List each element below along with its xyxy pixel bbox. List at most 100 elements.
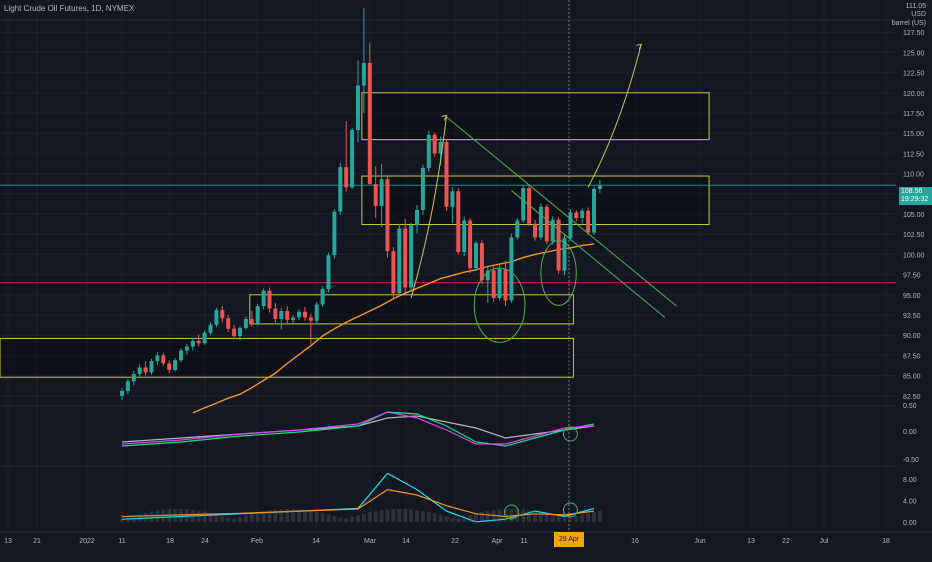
histogram-bar — [361, 513, 366, 522]
histogram-bar — [173, 508, 178, 522]
histogram-bar — [373, 511, 378, 522]
currency-label: USD — [911, 11, 926, 18]
histogram-bar — [326, 514, 331, 522]
histogram-bar — [420, 510, 425, 522]
time-tick-label: 14 — [402, 538, 410, 545]
candle-body — [332, 211, 337, 256]
candle-body — [190, 340, 195, 347]
histogram-bar — [308, 510, 313, 522]
histogram-bar — [161, 509, 166, 522]
oscillator-line — [121, 411, 595, 445]
price-chart[interactable]: 127.50 125.00 122.50 120.00 117.50 115.00 112.… — [0, 0, 932, 550]
price-tick-label: 125.00 — [903, 50, 925, 57]
price-axis[interactable]: 127.50 125.00 122.50 120.00 117.50 115.00 112.… — [896, 0, 932, 532]
histogram-bar — [232, 518, 237, 522]
candle-body — [438, 142, 443, 154]
price-tick-label: 102.50 — [903, 232, 925, 239]
histogram-bar — [521, 509, 526, 522]
candle-body — [456, 191, 461, 252]
histogram-bar — [338, 517, 343, 522]
candle-body — [161, 355, 166, 364]
candle-body — [568, 212, 573, 239]
price-tick-label: 90.00 — [903, 333, 921, 340]
candle-body — [450, 191, 455, 207]
time-tick-label: 22 — [782, 538, 790, 545]
candle-body — [474, 243, 478, 269]
candle-body — [509, 237, 514, 301]
candle-body — [527, 188, 532, 224]
histogram-bar — [415, 510, 419, 522]
candle-body — [279, 310, 284, 320]
candle-body — [249, 319, 254, 324]
candle-body — [444, 142, 449, 207]
candle-body — [261, 290, 266, 307]
candle-body — [391, 251, 396, 294]
top-clip-value: 111.05 — [905, 3, 926, 10]
candle-body — [538, 206, 543, 238]
histogram-bar — [597, 510, 602, 522]
crosshair-date: 29 Apr '22 — [554, 532, 584, 558]
histogram-bar — [279, 509, 284, 522]
candle-body — [155, 355, 160, 362]
candle-body — [574, 212, 579, 219]
osc2-tick-label: 0.00 — [903, 520, 917, 527]
candle-body — [326, 255, 331, 290]
histogram-bar — [344, 518, 349, 522]
price-tick-label: 82.50 — [903, 394, 921, 401]
time-axis[interactable]: 13212022111824Feb14Mar1422Apr112016Jun13… — [0, 531, 932, 550]
histogram-bar — [580, 514, 585, 522]
candle-body — [208, 324, 213, 333]
histogram-bar — [167, 509, 172, 522]
price-tick-label: 120.00 — [903, 91, 925, 98]
candle-body — [367, 62, 372, 185]
histogram-bar — [314, 511, 319, 522]
histogram-bar — [468, 514, 473, 522]
candle-body — [320, 289, 325, 305]
candle-body — [232, 328, 237, 337]
candle-body — [214, 310, 219, 325]
histogram-bar — [574, 516, 579, 522]
histogram-bar — [297, 509, 301, 522]
histogram-bar — [238, 517, 242, 522]
candle-body — [485, 270, 490, 281]
candle-body — [297, 311, 301, 318]
projection-arrow — [587, 44, 642, 188]
candle-body — [255, 306, 260, 324]
histogram-bar — [125, 517, 130, 522]
candle-body — [409, 225, 414, 288]
histogram-bar — [243, 515, 248, 522]
candle-body — [533, 223, 537, 238]
histogram-bar — [356, 515, 360, 522]
price-tick-label: 110.00 — [903, 172, 924, 179]
histogram-bar — [550, 515, 555, 522]
time-tick-label: Feb — [251, 538, 263, 545]
histogram-bar — [267, 510, 272, 522]
candle-body — [468, 220, 473, 269]
candle-body — [550, 219, 555, 242]
time-tick-label: 18 — [166, 538, 174, 545]
candle-body — [302, 311, 307, 318]
histogram-bar — [220, 515, 225, 522]
support-resistance-zones[interactable] — [0, 92, 710, 378]
price-tick-label: 115.00 — [903, 131, 924, 138]
trend-drawings[interactable] — [410, 43, 677, 343]
candle-body — [462, 220, 467, 252]
symbol-title[interactable]: Light Crude Oil Futures, 1D, NYMEX — [4, 4, 135, 13]
candle-body — [562, 238, 567, 271]
signal-circle — [562, 426, 578, 442]
price-tick-label: 127.50 — [903, 30, 925, 37]
candle-body — [131, 373, 136, 382]
candle-body — [544, 206, 549, 242]
candle-body — [426, 134, 431, 168]
histogram-bar — [367, 512, 372, 522]
candle-body — [515, 220, 520, 238]
histogram-bar — [432, 513, 437, 522]
histogram-bar — [544, 513, 549, 522]
candle-body — [184, 346, 189, 351]
highlight-ellipse — [540, 240, 577, 306]
histogram-bar — [149, 511, 154, 522]
candle-body — [403, 228, 408, 288]
histogram-bar — [208, 512, 213, 522]
osc1-tick-label: 0.00 — [903, 429, 917, 436]
histogram-bar — [456, 518, 461, 522]
